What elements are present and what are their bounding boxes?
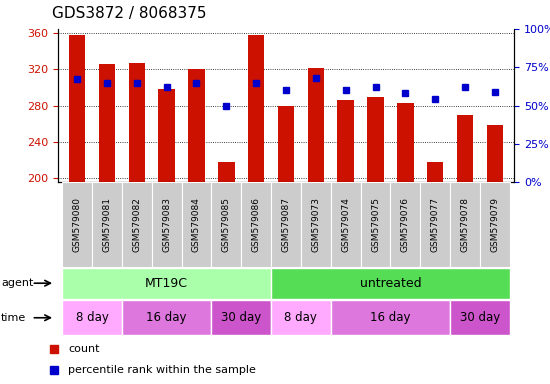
- Bar: [122, 300, 211, 335]
- Text: count: count: [68, 344, 100, 354]
- Bar: [361, 182, 390, 267]
- Bar: [450, 300, 510, 335]
- Bar: [122, 182, 152, 267]
- Text: percentile rank within the sample: percentile rank within the sample: [68, 365, 256, 375]
- Bar: [218, 162, 234, 182]
- Bar: [271, 300, 331, 335]
- Bar: [158, 89, 175, 182]
- Bar: [188, 70, 205, 182]
- Text: GSM579081: GSM579081: [102, 197, 112, 252]
- Text: MT19C: MT19C: [145, 277, 188, 290]
- Text: GSM579080: GSM579080: [73, 197, 81, 252]
- Text: GSM579086: GSM579086: [252, 197, 261, 252]
- Bar: [480, 182, 510, 267]
- Bar: [301, 182, 331, 267]
- Bar: [397, 103, 414, 182]
- Text: GSM579073: GSM579073: [311, 197, 320, 252]
- Text: 30 day: 30 day: [221, 311, 261, 324]
- Text: 30 day: 30 day: [460, 311, 500, 324]
- Bar: [129, 63, 145, 182]
- Bar: [420, 182, 450, 267]
- Text: 8 day: 8 day: [284, 311, 317, 324]
- Bar: [390, 182, 420, 267]
- Text: 8 day: 8 day: [75, 311, 108, 324]
- Bar: [62, 182, 92, 267]
- Bar: [271, 182, 301, 267]
- Text: GSM579077: GSM579077: [431, 197, 439, 252]
- Bar: [487, 126, 503, 182]
- Bar: [69, 35, 85, 182]
- Bar: [331, 182, 361, 267]
- Text: 16 day: 16 day: [370, 311, 411, 324]
- Text: GSM579084: GSM579084: [192, 197, 201, 252]
- Bar: [248, 35, 265, 182]
- Text: untreated: untreated: [360, 277, 421, 290]
- Text: GSM579076: GSM579076: [401, 197, 410, 252]
- Bar: [427, 162, 443, 182]
- Text: GSM579082: GSM579082: [133, 197, 141, 252]
- Text: 16 day: 16 day: [146, 311, 187, 324]
- Bar: [211, 182, 241, 267]
- Bar: [457, 115, 473, 182]
- Text: GSM579085: GSM579085: [222, 197, 231, 252]
- Text: GSM579075: GSM579075: [371, 197, 380, 252]
- Bar: [182, 182, 211, 267]
- Bar: [271, 268, 510, 299]
- Text: time: time: [1, 313, 26, 323]
- Text: GSM579079: GSM579079: [491, 197, 499, 252]
- Text: GSM579087: GSM579087: [282, 197, 290, 252]
- Bar: [450, 182, 480, 267]
- Bar: [211, 300, 271, 335]
- Bar: [307, 68, 324, 182]
- Text: GSM579078: GSM579078: [460, 197, 470, 252]
- Text: GSM579074: GSM579074: [341, 197, 350, 252]
- Bar: [331, 300, 450, 335]
- Bar: [367, 96, 384, 182]
- Bar: [152, 182, 182, 267]
- Bar: [278, 106, 294, 182]
- Text: GDS3872 / 8068375: GDS3872 / 8068375: [52, 6, 207, 21]
- Bar: [92, 182, 122, 267]
- Bar: [99, 64, 115, 182]
- Bar: [338, 100, 354, 182]
- Text: agent: agent: [1, 278, 34, 288]
- Text: GSM579083: GSM579083: [162, 197, 171, 252]
- Bar: [241, 182, 271, 267]
- Bar: [62, 268, 271, 299]
- Bar: [62, 300, 122, 335]
